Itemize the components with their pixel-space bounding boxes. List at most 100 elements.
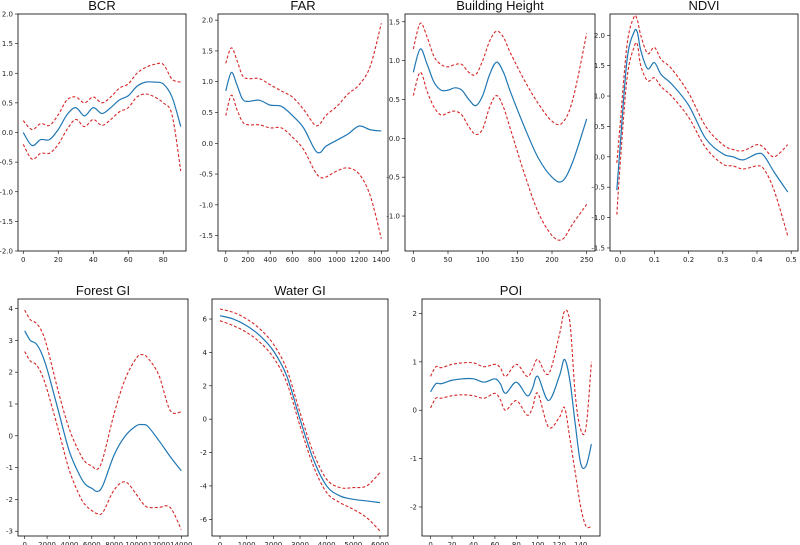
y-tick-label: -1.5	[199, 232, 213, 240]
y-tick-label: -1.0	[591, 214, 605, 222]
x-tick-label: 200	[545, 256, 558, 264]
x-tick-label: 80	[159, 256, 168, 264]
ci-upper-line	[616, 14, 789, 163]
x-tick-label: 0	[21, 256, 25, 264]
fit-line	[22, 81, 182, 147]
chart-panel-poi: POI 0 20 40 60 80 100 120 140 -2 -1 0 1 2	[410, 283, 601, 545]
y-tick-label: 1.5	[389, 18, 400, 26]
x-tick-label: 0.1	[649, 256, 660, 264]
ci-lower-line	[22, 93, 182, 172]
ci-lower-line	[412, 71, 588, 241]
y-tick-label: 1.0	[202, 78, 213, 86]
x-tick-label: 1000	[328, 256, 346, 264]
y-tick-label: -1.0	[386, 213, 400, 221]
x-tick-label: 0.0	[615, 256, 626, 264]
fit-line	[24, 330, 182, 493]
chart-title: FAR	[290, 0, 315, 13]
chart-panel-forest-gi: Forest GI 0 2000 4000 6000 8000 10000 12000 1400…	[6, 283, 192, 545]
y-tick-label: -1	[6, 464, 13, 472]
plot-frame	[17, 13, 187, 252]
x-tick-label: 2000	[264, 541, 282, 545]
y-tick-label: 0.5	[202, 109, 213, 117]
x-tick-label: 140	[574, 541, 587, 545]
x-tick-label: 0.3	[717, 256, 728, 264]
ci-upper-line	[24, 309, 182, 471]
x-tick-label: 600	[286, 256, 299, 264]
x-tick-label: 250	[580, 256, 593, 264]
chart-title: POI	[500, 283, 522, 298]
chart-panel-far: FAR 0 200 400 600 800 1000 1200 1400 -1.5 -1.0 -0.5…	[199, 0, 390, 264]
y-tick-label: -2	[6, 496, 13, 504]
y-tick-label: 1.0	[2, 70, 13, 78]
x-tick-label: 60	[490, 541, 499, 545]
y-tick-label: -1.5	[591, 244, 605, 252]
x-tick-label: 0	[411, 256, 415, 264]
x-tick-label: 3000	[291, 541, 309, 545]
chart-title: Forest GI	[76, 283, 130, 298]
ci-upper-line	[22, 62, 181, 131]
chart-panel-ndvi: NDVI 0.0 0.1 0.2 0.3 0.4 0.5 -1.5 -1.0 -0.5 0.0 0.5…	[591, 0, 799, 264]
x-tick-label: 5000	[344, 541, 362, 545]
chart-title: NDVI	[688, 0, 719, 13]
y-tick-label: 2	[203, 382, 207, 390]
y-tick-label: 2	[413, 310, 417, 318]
chart-panel-water-gi: Water GI 0 1000 2000 3000 4000 5000 6000 -6 -4 -2 0…	[200, 283, 389, 545]
y-tick-label: 2.0	[594, 32, 605, 40]
y-tick-label: -4	[200, 482, 208, 490]
x-tick-label: 6000	[371, 541, 389, 545]
y-tick-label: 0.0	[389, 135, 400, 143]
y-tick-label: 1.0	[389, 57, 400, 65]
fit-line	[616, 28, 789, 193]
x-tick-label: 4000	[318, 541, 336, 545]
y-tick-label: 0.5	[389, 96, 400, 104]
y-tick-label: 2.0	[2, 11, 13, 19]
x-tick-label: 100	[476, 256, 489, 264]
ci-upper-line	[219, 308, 381, 489]
y-tick-label: -1.5	[0, 218, 13, 226]
y-tick-label: -2	[200, 449, 207, 457]
y-tick-label: -0.5	[0, 159, 13, 167]
y-tick-label: 1	[9, 400, 13, 408]
y-tick-label: 3	[9, 337, 13, 345]
plot-frame	[217, 13, 389, 252]
x-tick-label: 100	[531, 541, 544, 545]
y-tick-label: 1.0	[594, 93, 605, 101]
x-tick-label: 20	[448, 541, 457, 545]
y-tick-label: 1.5	[594, 62, 605, 70]
x-tick-label: 0.5	[786, 256, 797, 264]
y-tick-label: 0	[203, 416, 207, 424]
y-tick-label: 2.0	[202, 17, 213, 25]
x-tick-label: 2000	[38, 541, 56, 545]
fit-line	[412, 48, 588, 183]
fit-line	[219, 315, 381, 504]
fit-line	[430, 358, 593, 470]
chart-title: Building Height	[456, 0, 544, 13]
x-tick-label: 0	[22, 541, 26, 545]
x-tick-label: 1400	[372, 256, 390, 264]
chart-title: Water GI	[274, 283, 326, 298]
x-tick-label: 14000	[170, 541, 192, 545]
plot-frame	[609, 13, 799, 252]
fit-line	[225, 71, 382, 154]
y-tick-label: -2	[410, 503, 417, 511]
x-tick-label: 0.2	[683, 256, 694, 264]
ci-upper-line	[225, 23, 382, 127]
y-tick-label: -6	[200, 516, 208, 524]
x-tick-label: 0.4	[751, 256, 763, 264]
x-tick-label: 40	[89, 256, 98, 264]
y-tick-label: -0.5	[199, 171, 213, 179]
ci-lower-line	[430, 392, 592, 529]
x-tick-label: 4000	[61, 541, 79, 545]
y-tick-label: 0	[413, 407, 417, 415]
x-tick-label: 0	[224, 256, 228, 264]
y-tick-label: 0	[9, 432, 13, 440]
x-tick-label: 1200	[350, 256, 368, 264]
x-tick-label: 10000	[125, 541, 147, 545]
plot-frame	[17, 298, 189, 537]
chart-title: BCR	[88, 0, 115, 13]
ci-upper-line	[430, 309, 592, 436]
y-tick-label: -1	[410, 455, 417, 463]
plot-frame	[404, 13, 596, 252]
x-tick-label: 40	[469, 541, 478, 545]
